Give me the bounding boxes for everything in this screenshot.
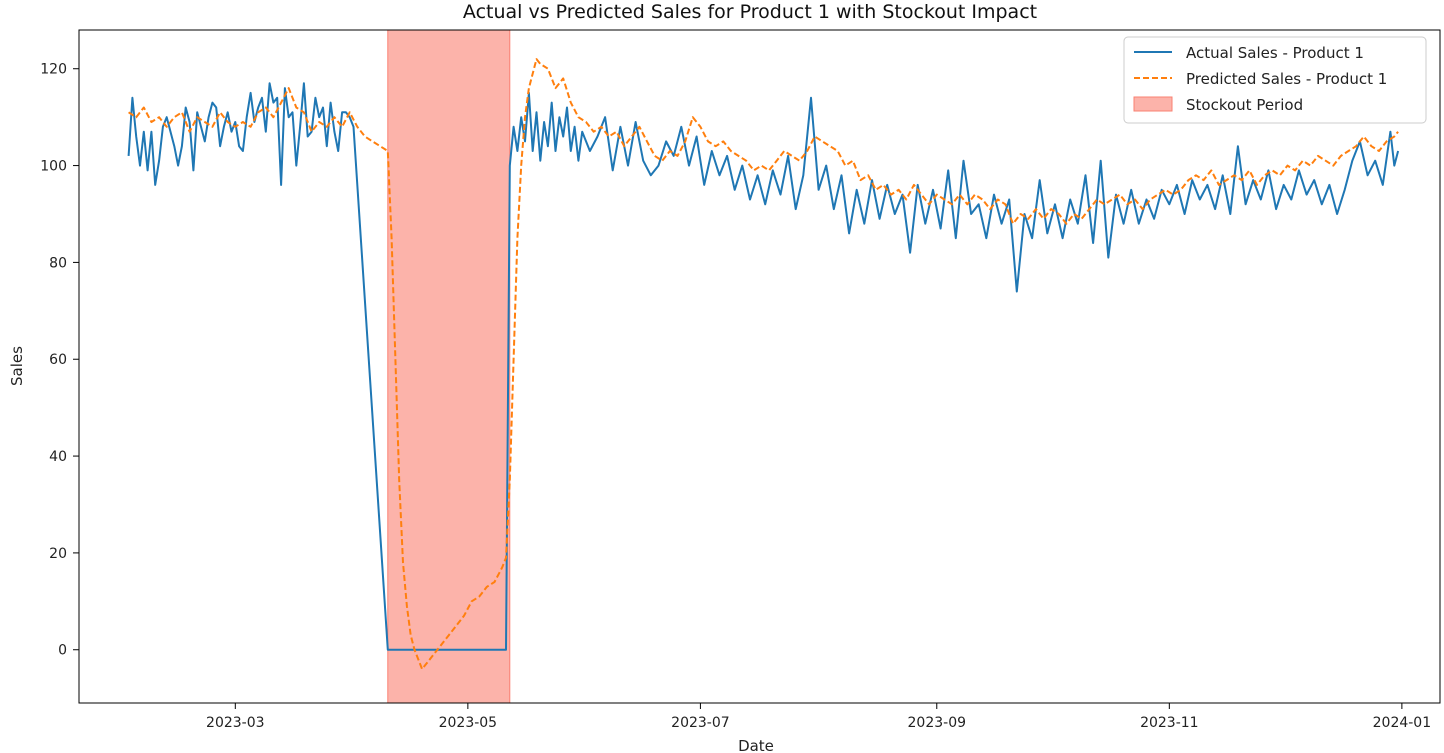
y-tick-label: 60	[49, 352, 67, 368]
legend-label-predicted: Predicted Sales - Product 1	[1186, 70, 1387, 88]
y-axis-title: Sales	[8, 346, 26, 386]
y-tick-label: 80	[49, 255, 67, 271]
legend-box	[1123, 36, 1427, 124]
y-tick-label: 120	[40, 62, 67, 78]
y-tick-label: 40	[49, 449, 67, 465]
x-tick-label: 2023-09	[908, 715, 967, 731]
y-tick-label: 20	[49, 546, 67, 562]
x-axis: 2023-03 2023-05 2023-07 2023-09 2023-11 2024-…	[206, 703, 1431, 731]
chart-title: Actual vs Predicted Sales for Product 1 …	[463, 1, 1037, 23]
x-tick-label: 2023-11	[1140, 715, 1199, 731]
predicted-sales-line	[128, 58, 1399, 671]
y-axis: 0 20 40 60 80 100 120	[40, 62, 79, 659]
legend: Actual Sales - Product 1 Predicted Sales…	[1123, 36, 1427, 124]
legend-label-actual: Actual Sales - Product 1	[1186, 44, 1364, 62]
legend-label-stockout: Stockout Period	[1186, 96, 1303, 114]
x-tick-label: 2024-01	[1373, 715, 1432, 731]
y-tick-label: 0	[58, 643, 67, 659]
legend-swatch-stockout	[1133, 96, 1173, 112]
stockout-period-band	[387, 29, 511, 704]
x-axis-title: Date	[738, 737, 774, 753]
x-tick-label: 2023-07	[671, 715, 730, 731]
x-tick-label: 2023-03	[206, 715, 265, 731]
actual-sales-line	[127, 82, 1400, 651]
plot-area	[78, 29, 1441, 704]
x-tick-label: 2023-05	[439, 715, 498, 731]
y-tick-label: 100	[40, 159, 67, 175]
